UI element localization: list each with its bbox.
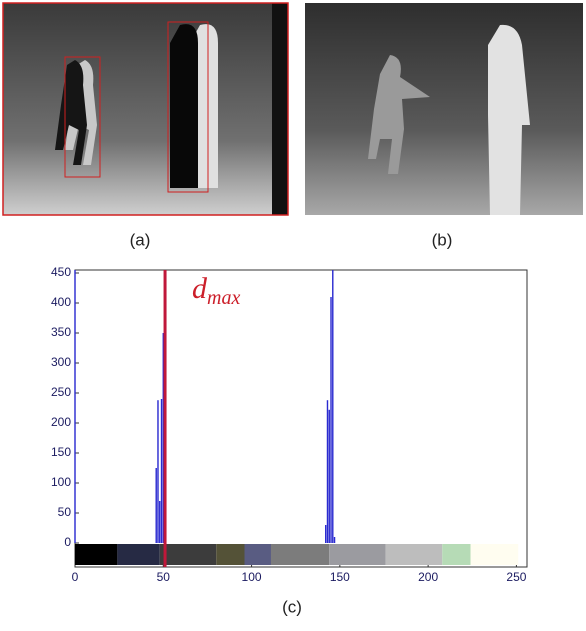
x-tick-label: 150 — [330, 570, 350, 584]
colorbar-segment — [442, 544, 470, 565]
colorbar-segment — [117, 544, 159, 565]
x-tick-label: 50 — [157, 570, 171, 584]
plot-frame — [75, 270, 527, 567]
bar — [332, 270, 333, 543]
colorbar-segment — [386, 544, 443, 565]
bar — [329, 410, 330, 543]
bar — [159, 501, 160, 543]
x-tick-label: 200 — [418, 570, 438, 584]
y-tick-label: 450 — [51, 265, 71, 279]
x-tick-label: 0 — [72, 570, 79, 584]
colorbar-segment — [245, 544, 271, 565]
colorbar-segment — [329, 544, 386, 565]
bar — [161, 399, 162, 543]
bar — [327, 400, 328, 543]
colorbar-segment — [75, 544, 117, 565]
y-tick-label: 100 — [51, 475, 71, 489]
annotation-subscript: max — [207, 287, 240, 309]
bar — [325, 525, 326, 543]
y-tick-label: 150 — [51, 445, 71, 459]
x-tick-label: 100 — [242, 570, 262, 584]
y-tick-label: 0 — [64, 535, 71, 549]
y-tick-label: 300 — [51, 355, 71, 369]
bar — [74, 270, 75, 543]
colorbar-segment — [471, 544, 519, 565]
x-tick-label: 250 — [506, 570, 526, 584]
y-tick-label: 400 — [51, 295, 71, 309]
colorbar-segment — [271, 544, 329, 565]
y-tick-label: 250 — [51, 385, 71, 399]
y-tick-label: 50 — [58, 505, 72, 519]
bar — [334, 537, 335, 543]
image-a — [3, 3, 288, 215]
bar — [156, 468, 157, 543]
panel-label: (c) — [282, 597, 302, 616]
colorbar-segment — [160, 544, 217, 565]
panel-label: (b) — [432, 230, 453, 249]
figure: (a) (b) (c) dmax 0 50 100 150 200 250 300 350 40… — [0, 0, 586, 626]
panel-label: (a) — [130, 230, 151, 249]
y-tick-label: 350 — [51, 325, 71, 339]
bar — [330, 297, 331, 543]
bar — [157, 400, 158, 543]
image-b — [305, 3, 583, 215]
annotation-base: d — [192, 272, 208, 305]
colorbar-segment — [216, 544, 244, 565]
y-tick-label: 200 — [51, 415, 71, 429]
